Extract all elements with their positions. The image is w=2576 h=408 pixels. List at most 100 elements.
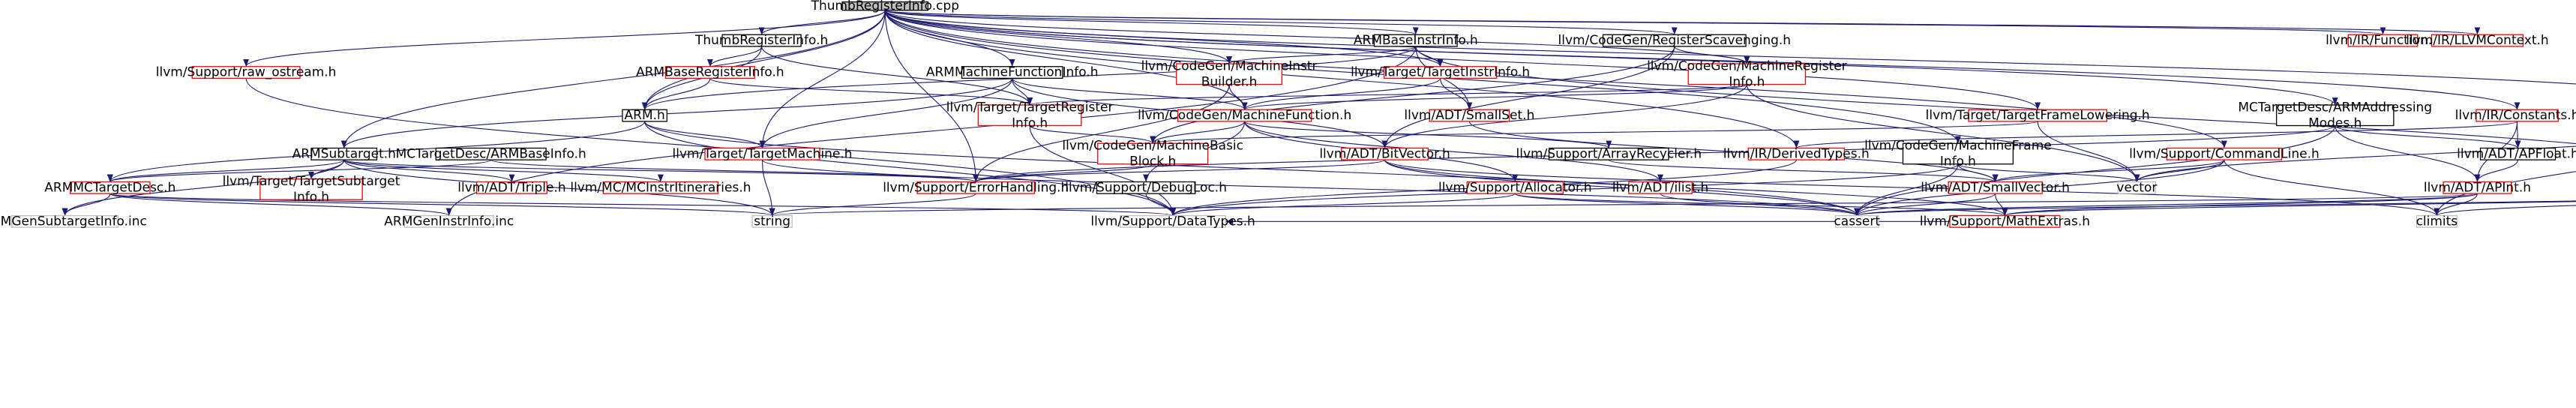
edge-machineframeinfo-h-to-vector [1957,164,2140,183]
node-label: ARMGenInstrInfo.inc [384,214,514,229]
edge-machinereginfo-h-to-vector [1746,84,2140,182]
edge-targetframelowering-h-to-vector [2037,121,2140,182]
node-derivedtypes-h[interactable]: llvm/IR/DerivedTypes.h [1723,146,1870,161]
node-box [977,104,1082,127]
node-box [1902,142,2014,165]
node-label: ARMMachineFunctionInfo.h [926,65,1099,80]
node-armmachinefuncinfo-h[interactable]: ARMMachineFunctionInfo.h [926,65,1099,80]
edge-ir-constants-h-to-derivedtypes-h [1793,121,2518,148]
node-label: Info.h [1012,116,1048,130]
node-regscavenging-h[interactable]: llvm/CodeGen/RegisterScavenging.h [1558,33,1792,48]
node-label: llvm/ADT/APInt.h [2424,180,2531,195]
node-label: ARMMCTargetDesc.h [44,180,175,195]
node-armbaseinfo-h[interactable]: MCTargetDesc/ARMBaseInfo.h [396,146,586,161]
node-label: ARMBaseRegisterInfo.h [636,65,784,80]
node-ir-constants-h[interactable]: llvm/IR/Constants.h [2455,108,2576,123]
node-armsubtarget-h[interactable]: ARMSubtarget.h [292,146,396,161]
node-ir-llvmcontext-h[interactable]: llvm/IR/LLVMContext.h [2406,33,2549,48]
node-label: llvm/CodeGen/MachineFrame [1864,139,2052,154]
node-box [2443,181,2512,194]
node-label: llvm/Target/TargetSubtarget [223,174,400,189]
node-label: llvm/Support/ErrorHandling.h [883,180,1069,195]
node-armgensubtargetinfo-inc: ARMGenSubtargetInfo.inc [0,214,147,229]
edge-smallvector-h-to-mathextras-h [1995,194,2008,216]
node-box [2431,34,2524,47]
edge-targetreginfo-h-to-machinebasicblock-h [1029,124,1156,144]
node-apfloat-h[interactable]: llvm/ADT/APFloat.h [2457,146,2576,161]
node-label: llvm/Target/TargetMachine.h [673,146,853,161]
node-thumbreginfo-h[interactable]: ThumbRegisterInfo.h [694,33,828,48]
node-smallvector-h[interactable]: llvm/ADT/SmallVector.h [1921,180,2070,195]
edge-machineconstantpool-h-to-climits [2434,171,2576,216]
node-commandline-h[interactable]: llvm/Support/CommandLine.h [2129,146,2320,161]
node-ir-function-h[interactable]: llvm/IR/Function.h [2326,33,2440,48]
node-label: ARM.h [625,108,665,123]
node-label: llvm/Target/TargetRegister [946,100,1114,115]
node-targetframelowering-h[interactable]: llvm/Target/TargetFrameLowering.h [1926,108,2150,123]
node-bitvector-h[interactable]: llvm/ADT/BitVector.h [1319,146,1450,161]
node-arrayrecycler-h[interactable]: llvm/Support/ArrayRecycler.h [1516,146,1702,161]
node-debugloc-h[interactable]: llvm/Support/DebugLoc.h [1065,180,1227,195]
edge-root-to-commandline-h [884,10,2227,148]
node-box [1602,34,1747,47]
node-armmctargetdesc-h[interactable]: ARMMCTargetDesc.h [44,180,175,195]
edge-thumbreginfo-h-to-targetreginfo-h [761,46,1033,106]
edge-densemap-h-to-climits [2434,205,2576,217]
node-apint-h[interactable]: llvm/ADT/APInt.h [2424,180,2531,195]
node-label: llvm/CodeGen/RegisterScavenging.h [1558,33,1792,48]
edge-apfloat-h-to-apint-h [2474,159,2519,182]
node-raw-ostream-h[interactable]: llvm/Support/raw_ostream.h [156,65,337,80]
node-label: llvm/Support/CommandLine.h [2129,146,2320,161]
node-box [1383,66,1498,80]
node-armgeninstrinfo-inc: ARMGenInstrInfo.inc [384,214,514,229]
node-targetinstrinfo-h[interactable]: llvm/Target/TargetInstrInfo.h [1351,65,1530,80]
edge-commandline-h-to-climits [2224,160,2440,216]
node-box [1948,181,2043,194]
edge-root-to-machineinstrbuilder-h [884,10,1232,64]
node-label: llvm/ADT/ilist.h [1612,180,1709,195]
node-mathextras-h[interactable]: llvm/Support/MathExtras.h [1920,214,2090,229]
node-arm-h[interactable]: ARM.h [622,108,668,123]
edge-commandline-h-to-vector [2134,159,2225,182]
node-box [1466,181,1564,194]
node-armbasereginfo-h[interactable]: ARMBaseRegisterInfo.h [636,65,784,80]
node-label: ARMGenSubtargetInfo.inc [0,214,147,229]
node-machinefunction-h[interactable]: llvm/CodeGen/MachineFunction.h [1138,108,1351,123]
node-box [1341,147,1429,160]
node-string: string [751,214,793,229]
node-datatypes-h: llvm/Support/DataTypes.h [1090,214,1255,229]
node-triple-h[interactable]: llvm/ADT/Triple.h [457,180,565,195]
edge-armbasereginfo-h-to-targetreginfo-h [709,77,1033,106]
node-errorhandling-h[interactable]: llvm/Support/ErrorHandling.h [883,180,1069,195]
edge-machineconstantpool-h-to-vector [2134,146,2576,182]
node-label: llvm/CodeGen/MachineBasic [1062,139,1243,154]
node-box [191,66,301,80]
edge-root-to-derivedtypes-h [884,10,1800,148]
node-label: string [754,214,790,229]
node-smallset-h[interactable]: llvm/ADT/SmallSet.h [1404,108,1534,123]
node-box [2275,104,2395,127]
node-box [1949,214,2061,228]
edge-apint-h-to-cassert [1854,193,2478,217]
node-mcinstritineraries-h[interactable]: llvm/MC/MCInstrItineraries.h [570,180,751,195]
node-armbaseinstrinfo-h[interactable]: ARMBaseInstrInfo.h [1354,33,1478,48]
node-box [259,178,363,200]
node-box [2476,109,2559,122]
node-root: ThumbRegisterInfo.cpp [811,0,959,14]
edge-regscavenging-h-to-bitvector-h [1381,46,1675,148]
node-allocator-h[interactable]: llvm/Support/Allocator.h [1438,180,1592,195]
node-targetmachine-h[interactable]: llvm/Target/TargetMachine.h [673,146,853,161]
node-label: llvm/Support/Allocator.h [1438,180,1592,195]
node-box [664,66,755,80]
edge-thumbreginfo-h-to-armbasereginfo-h [706,46,763,67]
node-ilist-h[interactable]: llvm/ADT/ilist.h [1612,180,1709,195]
edge-targetmachine-h-to-string [762,160,775,216]
node-label: llvm/Support/raw_ostream.h [156,65,337,80]
